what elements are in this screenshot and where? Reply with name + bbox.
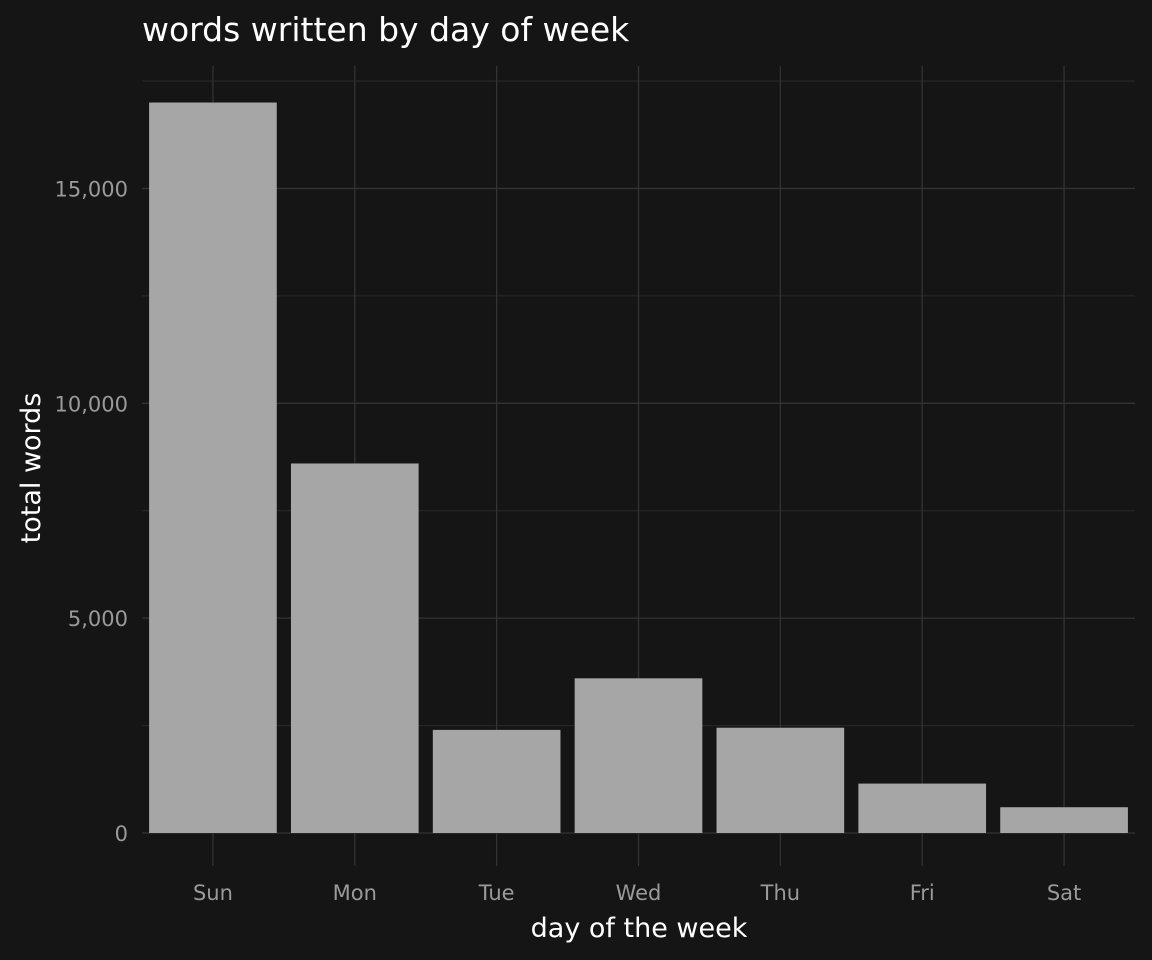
- bar-mon: [290, 463, 419, 833]
- x-axis-title: day of the week: [531, 913, 748, 944]
- y-tick-label: 0: [115, 822, 128, 846]
- y-axis-ticks: 0 5,000 10,000 15,000: [55, 177, 128, 846]
- y-tick-label: 5,000: [68, 607, 128, 631]
- x-tick-label: Wed: [616, 881, 662, 905]
- x-tick-label: Sun: [193, 881, 233, 905]
- bar-sat: [1000, 807, 1128, 833]
- y-tick-label: 15,000: [55, 177, 128, 201]
- bar-fri: [858, 783, 987, 833]
- y-axis-title: total words: [16, 393, 47, 544]
- bar-wed: [574, 678, 703, 833]
- x-axis-ticks: Sun Mon Tue Wed Thu Fri Sat: [193, 881, 1081, 905]
- x-tick-label: Thu: [760, 881, 800, 905]
- x-tick-label: Sat: [1047, 881, 1081, 905]
- bar-sun: [149, 102, 277, 834]
- bar-tue: [432, 729, 561, 833]
- chart-title: words written by day of week: [142, 10, 630, 49]
- x-tick-label: Fri: [910, 881, 935, 905]
- bar-thu: [716, 727, 845, 833]
- y-tick-label: 10,000: [55, 392, 128, 416]
- bars: [149, 102, 1128, 834]
- x-tick-label: Mon: [333, 881, 377, 905]
- x-tick-label: Tue: [478, 881, 515, 905]
